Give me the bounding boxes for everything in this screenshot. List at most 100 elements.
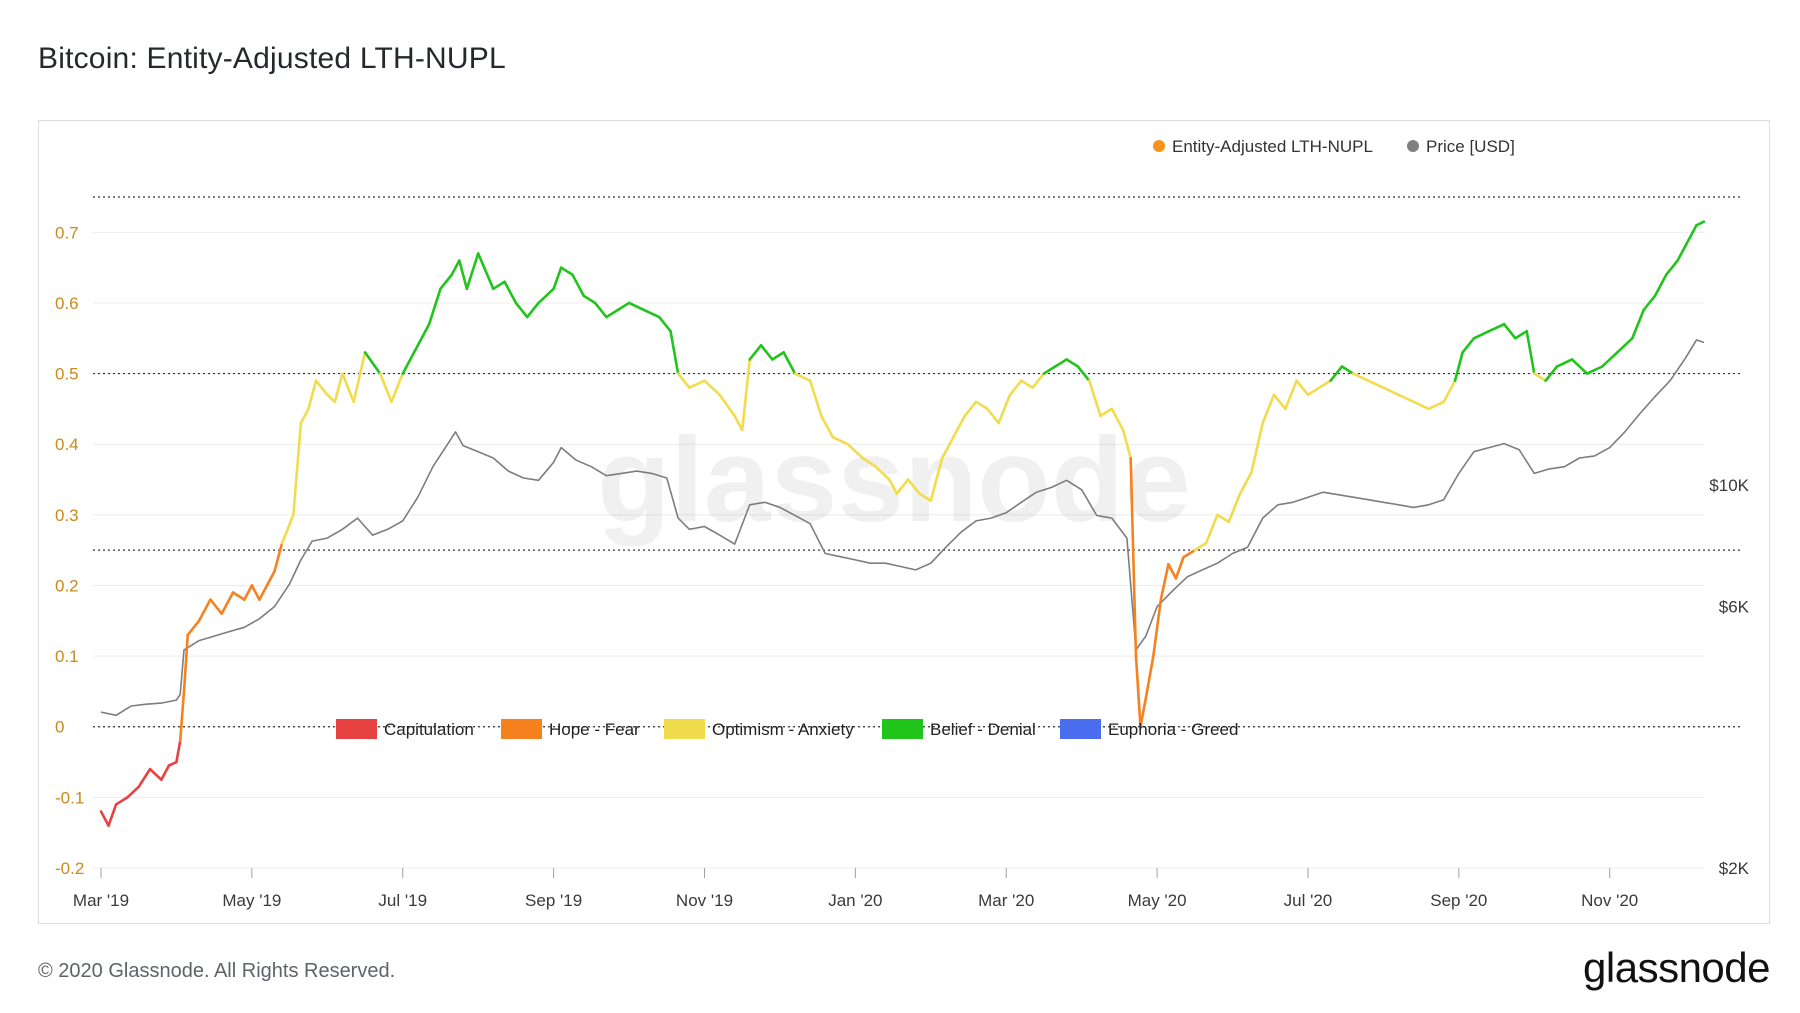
- y-right-tick-label: $10K: [1709, 476, 1749, 495]
- nupl-segment: [616, 301, 631, 312]
- nupl-segment: [1065, 358, 1080, 368]
- nupl-segment: [186, 619, 201, 637]
- nupl-segment: [231, 591, 246, 601]
- nupl-segment: [1227, 492, 1242, 524]
- nupl-chart: glassnode -0.2 -0.1 0 0.1 0.2 0.3 0.4 0.5 0.6 0.7 $…: [55, 137, 1750, 910]
- nupl-segment: [657, 315, 672, 333]
- y-left-tick-label: 0.3: [55, 506, 79, 525]
- nupl-segment: [974, 400, 989, 411]
- legend-top-label: Entity-Adjusted LTH-NUPL: [1172, 137, 1373, 156]
- nupl-segment: [733, 414, 744, 432]
- nupl-segment: [1159, 562, 1170, 601]
- y-left-tick-label: 0.5: [55, 365, 79, 384]
- nupl-segment: [782, 351, 797, 375]
- x-tick-label: Mar '20: [978, 891, 1034, 910]
- nupl-segment: [1216, 513, 1231, 524]
- nupl-segment: [107, 803, 118, 827]
- x-tick-label: Nov '20: [1581, 891, 1638, 910]
- nupl-segment: [250, 584, 261, 601]
- nupl-segment: [1585, 365, 1604, 375]
- nupl-segment: [1442, 379, 1457, 404]
- nupl-segment: [114, 796, 129, 806]
- page-title: Bitcoin: Entity-Adjusted LTH-NUPL: [38, 42, 506, 75]
- legend-zone-label: Capitulation: [384, 720, 474, 739]
- x-tick-label: Sep '19: [525, 891, 582, 910]
- nupl-segment: [718, 393, 736, 418]
- nupl-segment: [1427, 400, 1446, 411]
- x-tick-label: Jan '20: [828, 891, 882, 910]
- nupl-segment: [1144, 654, 1155, 700]
- nupl-segment: [1261, 393, 1276, 425]
- nupl-segment: [929, 457, 944, 503]
- nupl-segment: [1631, 308, 1645, 340]
- nupl-segment: [299, 407, 310, 425]
- nupl-segment: [1502, 322, 1517, 340]
- copyright-footer: © 2020 Glassnode. All Rights Reserved.: [38, 960, 396, 982]
- nupl-segment: [861, 457, 876, 467]
- nupl-segment: [1340, 365, 1355, 375]
- nupl-segment: [759, 344, 774, 361]
- nupl-segment: [243, 584, 254, 601]
- y-left-tick-label: 0.1: [55, 647, 79, 666]
- nupl-segment: [1284, 379, 1298, 411]
- nupl-segment: [559, 266, 574, 276]
- nupl-segment: [582, 294, 597, 305]
- nupl-segment: [1174, 555, 1185, 580]
- nupl-segment: [458, 259, 469, 291]
- nupl-segment: [740, 358, 752, 432]
- watermark: glassnode: [597, 413, 1191, 547]
- nupl-segment: [771, 351, 785, 361]
- nupl-segment: [363, 351, 382, 375]
- legend-zone-label: Euphoria - Greed: [1108, 720, 1238, 739]
- nupl-segment: [808, 379, 823, 418]
- nupl-segment: [1472, 329, 1491, 340]
- nupl-segment: [1139, 697, 1148, 729]
- nupl-segment: [1397, 393, 1415, 404]
- nupl-segment: [258, 584, 269, 601]
- legend-zone-label: Hope - Fear: [549, 720, 640, 739]
- nupl-segment: [378, 372, 393, 404]
- nupl-segment: [1514, 329, 1529, 340]
- nupl-segment: [1676, 238, 1691, 262]
- legend-zone-swatch: [336, 719, 377, 739]
- nupl-segment: [1087, 379, 1102, 418]
- nupl-segment: [265, 570, 276, 587]
- x-tick-label: Jul '20: [1284, 891, 1333, 910]
- nupl-segment: [669, 329, 680, 375]
- nupl-segment: [1532, 372, 1547, 382]
- nupl-segment: [1272, 393, 1287, 411]
- nupl-segment: [1570, 358, 1589, 375]
- nupl-segment: [197, 598, 212, 623]
- nupl-segment: [273, 541, 284, 573]
- nupl-segment: [439, 273, 454, 291]
- y-right-tick-label: $6K: [1719, 598, 1750, 617]
- nupl-segment: [986, 407, 1000, 425]
- legend-zone-swatch: [501, 719, 542, 739]
- nupl-segment: [1099, 407, 1114, 418]
- nupl-segment: [846, 442, 865, 460]
- nupl-segment: [167, 760, 178, 767]
- nupl-segment: [178, 690, 186, 743]
- legend-zone-swatch: [882, 719, 923, 739]
- nupl-segment: [1525, 329, 1536, 375]
- nupl-segment: [465, 252, 480, 291]
- nupl-segment: [126, 785, 141, 799]
- nupl-segment: [1555, 358, 1574, 368]
- nupl-segment: [703, 379, 721, 397]
- x-tick-label: Nov '19: [676, 891, 733, 910]
- nupl-segment: [571, 273, 586, 298]
- nupl-segment: [1110, 407, 1125, 432]
- legend-zone-label: Belief - Denial: [930, 720, 1036, 739]
- nupl-segment: [1121, 428, 1132, 460]
- nupl-segment: [831, 435, 850, 446]
- nupl-segment: [1615, 336, 1634, 354]
- legend-zone-swatch: [664, 719, 705, 739]
- legend-top-marker: [1407, 140, 1419, 152]
- nupl-segment: [314, 379, 329, 397]
- nupl-segment: [906, 478, 921, 495]
- nupl-segment: [280, 513, 295, 545]
- x-tick-label: Mar '19: [73, 891, 129, 910]
- chart-panel: glassnode -0.2 -0.1 0 0.1 0.2 0.3 0.4 0.5 0.6 0.7 $…: [38, 120, 1770, 924]
- nupl-segment: [1653, 273, 1668, 298]
- nupl-segment: [793, 372, 812, 382]
